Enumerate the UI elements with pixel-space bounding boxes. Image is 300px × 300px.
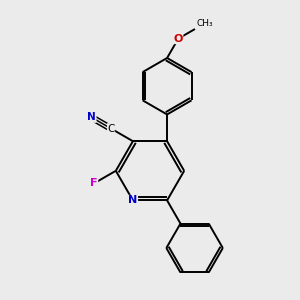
Text: N: N [128,195,137,206]
Text: C: C [107,124,115,134]
Text: F: F [90,178,98,188]
Text: CH₃: CH₃ [196,19,213,28]
Text: N: N [87,112,96,122]
Text: O: O [173,34,183,44]
